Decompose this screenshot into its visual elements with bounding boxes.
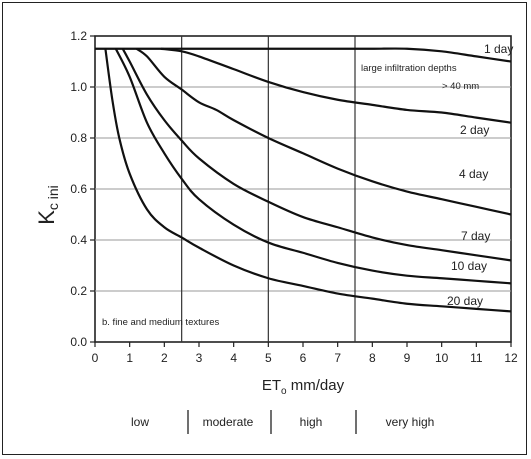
series-line-10-day	[114, 48, 512, 285]
x-tick-label-3: 3	[196, 351, 203, 365]
x-tick-label-5: 5	[265, 351, 272, 365]
x-tick-label-9: 9	[404, 351, 411, 365]
series-label-20-day: 20 day	[447, 294, 483, 308]
et-class-divider-lines	[181, 36, 356, 342]
y-tick-label-3: 0.6	[70, 182, 87, 196]
x-axis-label: ETo mm/day	[262, 377, 345, 397]
et-class-high: high	[300, 415, 323, 429]
x-tick-label-12: 12	[504, 351, 518, 365]
series-line-20-day	[104, 48, 512, 313]
x-tick-label-7: 7	[334, 351, 341, 365]
y-tick-label-1: 0.2	[70, 284, 87, 298]
x-tick-label-8: 8	[369, 351, 376, 365]
x-tick-label-0: 0	[92, 351, 99, 365]
series-line-1-day	[95, 47, 512, 63]
et-class-low: low	[131, 415, 149, 429]
series-line-2-day	[160, 47, 512, 124]
series-label-1-day: 1 day	[484, 42, 513, 56]
horizontal-gridlines	[95, 86, 511, 292]
et-class-moderate: moderate	[203, 415, 254, 429]
series-lines	[95, 47, 512, 313]
y-tick-label-5: 1.0	[70, 80, 87, 94]
series-label-2-day: 2 day	[460, 123, 489, 137]
x-tick-label-2: 2	[161, 351, 168, 365]
series-line-7-day	[121, 48, 512, 262]
x-tick-label-11: 11	[470, 351, 483, 365]
y-tick-label-0: 0.0	[70, 335, 87, 349]
x-tick-label-6: 6	[300, 351, 307, 365]
y-axis-ticks: 0.0 0.2 0.4 0.6 0.8 1.0 1.2	[70, 29, 95, 349]
y-tick-label-4: 0.8	[70, 131, 87, 145]
series-line-4-day	[135, 47, 512, 216]
series-label-10-day: 10 day	[451, 259, 487, 273]
x-axis-ticks: 0 1 2 3 4 5 6 7 8 9 10 11 12	[92, 342, 518, 365]
et-class-very-high: very high	[386, 415, 435, 429]
y-axis-label: Kc ini	[34, 185, 61, 225]
annotation-large-infiltration: large infiltration depths	[361, 63, 457, 74]
series-label-4-day: 4 day	[459, 167, 488, 181]
y-tick-label-2: 0.4	[70, 233, 87, 247]
figure-frame	[2, 2, 527, 455]
x-tick-label-1: 1	[126, 351, 133, 365]
x-tick-label-4: 4	[230, 351, 237, 365]
annotation-texture-note: b. fine and medium textures	[102, 317, 219, 328]
y-tick-label-6: 1.2	[70, 29, 87, 43]
x-tick-label-10: 10	[435, 351, 449, 365]
annotation-depth-threshold: > 40 mm	[442, 81, 479, 92]
series-label-7-day: 7 day	[461, 229, 490, 243]
